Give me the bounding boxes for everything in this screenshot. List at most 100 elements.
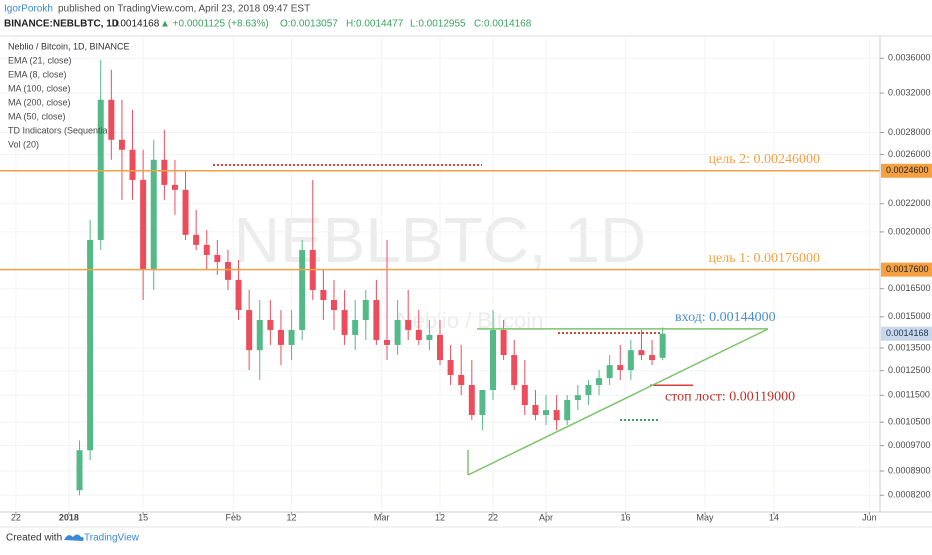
level-axis-label: 0.0017600 bbox=[886, 264, 929, 274]
candle-body bbox=[97, 99, 104, 240]
x-tick-label: 22 bbox=[488, 512, 498, 522]
level-axis-box bbox=[881, 163, 932, 178]
candle-body bbox=[543, 410, 550, 415]
candle-body bbox=[659, 333, 666, 358]
candle-body bbox=[87, 239, 94, 451]
candle-body bbox=[171, 184, 178, 190]
candle-body bbox=[129, 149, 136, 180]
candle-body bbox=[277, 329, 284, 345]
legend-entry: MA (200, close) bbox=[8, 97, 71, 107]
candle-body bbox=[606, 365, 613, 379]
candle-body bbox=[288, 329, 295, 345]
level-note: цель 1: 0.00176000 bbox=[709, 251, 820, 266]
candle-body bbox=[203, 244, 210, 255]
y-tick-label: 0.0010500 bbox=[888, 417, 931, 427]
candle-body bbox=[214, 254, 221, 263]
ohlc-open: O:0.0013057 bbox=[280, 19, 338, 30]
y-tick-label: 0.0015000 bbox=[888, 311, 931, 321]
grid bbox=[0, 36, 880, 510]
last-price-box bbox=[881, 326, 932, 341]
y-tick-label: 0.0013500 bbox=[888, 342, 931, 352]
candle-body bbox=[118, 139, 125, 150]
legend: EMA (21, close) EMA (8, close) MA (100, cl… bbox=[8, 55, 108, 149]
legend-entry: MA (50, close) bbox=[8, 111, 66, 121]
candle-body bbox=[511, 355, 518, 385]
tv-logo bbox=[64, 534, 84, 541]
y-tick-label: 0.0036000 bbox=[888, 53, 931, 63]
candle-body bbox=[182, 189, 189, 235]
candle-body bbox=[256, 320, 263, 351]
y-tick-label: 0.0022000 bbox=[888, 198, 931, 208]
author[interactable]: IgorPorokh bbox=[4, 4, 53, 15]
candle-body bbox=[246, 310, 253, 351]
y-tick-label: 0.0028000 bbox=[888, 127, 931, 137]
x-tick-label: May bbox=[697, 512, 715, 522]
x-tick-label: 16 bbox=[621, 512, 631, 522]
triangle-support bbox=[467, 328, 769, 476]
level-note: цель 2: 0.00246000 bbox=[709, 152, 820, 167]
candle-body bbox=[193, 234, 200, 245]
y-tick-label: 0.0020000 bbox=[888, 226, 931, 236]
candle-body bbox=[320, 289, 327, 301]
ohlc-high: H:0.0014477 bbox=[346, 19, 404, 30]
candle-body bbox=[638, 350, 645, 356]
plot: цель 2: 0.00246000 цель 1: 0.00176000 вход… bbox=[0, 59, 880, 496]
candle-body bbox=[405, 320, 412, 330]
published: published on TradingView.com, April 23, … bbox=[58, 4, 310, 15]
legend-entry: MA (100, close) bbox=[8, 83, 71, 93]
ohlc-low: L:0.0012955 bbox=[410, 19, 466, 30]
candle-body bbox=[330, 300, 337, 311]
candle-body bbox=[362, 300, 369, 321]
legend-entry: Vol (20) bbox=[8, 139, 39, 149]
candle-body bbox=[267, 320, 274, 330]
candle-body bbox=[299, 250, 306, 330]
x-tick-label: 2018 bbox=[59, 512, 79, 522]
x-tick-label: 12 bbox=[287, 512, 297, 522]
x-tick-label: Mar bbox=[374, 512, 390, 522]
price: 0.0014168 bbox=[112, 19, 160, 30]
candle-body bbox=[479, 389, 486, 415]
candle-body bbox=[150, 159, 157, 270]
candle-body bbox=[426, 334, 433, 340]
x-tick-label: 15 bbox=[138, 512, 148, 522]
candle-body bbox=[458, 374, 465, 385]
candle-body bbox=[574, 395, 581, 400]
candle-body bbox=[373, 300, 380, 340]
candle-body bbox=[224, 262, 231, 280]
legend-entry: TD Indicators (Sequentia bbox=[8, 125, 108, 135]
x-tick-label: Jun bbox=[862, 512, 877, 522]
candle-body bbox=[161, 159, 168, 185]
y-tick-label: 0.0008200 bbox=[888, 490, 931, 500]
candle-body bbox=[415, 329, 422, 340]
y-tick-label: 0.0026000 bbox=[888, 149, 931, 159]
axes: 0.0036000 0.0032000 0.0028000 0.0026000 0.00… bbox=[11, 53, 932, 522]
candle-body bbox=[140, 179, 147, 270]
candle-body bbox=[553, 410, 560, 421]
candle-body bbox=[341, 310, 348, 335]
footer-created: Created with bbox=[6, 533, 62, 544]
footer-brand[interactable]: TradingView bbox=[84, 533, 140, 544]
candle-body bbox=[352, 320, 359, 335]
y-tick-label: 0.0011500 bbox=[888, 390, 930, 400]
stop-note: стоп лост: 0.00119000 bbox=[665, 389, 795, 404]
level-axis-label: 0.0024600 bbox=[886, 165, 929, 175]
candle-body bbox=[235, 279, 242, 311]
candle-body bbox=[627, 350, 634, 371]
candle-body bbox=[447, 360, 454, 375]
y-tick-label: 0.0012500 bbox=[888, 365, 931, 375]
candle-body bbox=[490, 329, 497, 390]
x-tick-label: Feb bbox=[225, 512, 241, 522]
legend-entry: EMA (21, close) bbox=[8, 55, 72, 65]
x-tick-label: Apr bbox=[539, 512, 553, 522]
last-price-label: 0.0014168 bbox=[886, 328, 929, 338]
candle-body bbox=[383, 339, 390, 345]
candle-body bbox=[617, 365, 624, 371]
change: ▲ +0.0001125 (+8.63%) bbox=[160, 19, 269, 30]
candle-body bbox=[564, 399, 571, 421]
symbol: BINANCE:NEBLBTC, 1D bbox=[4, 19, 119, 30]
x-tick-label: 22 bbox=[11, 512, 21, 522]
candle-body bbox=[468, 384, 475, 415]
candle-body bbox=[521, 384, 528, 405]
